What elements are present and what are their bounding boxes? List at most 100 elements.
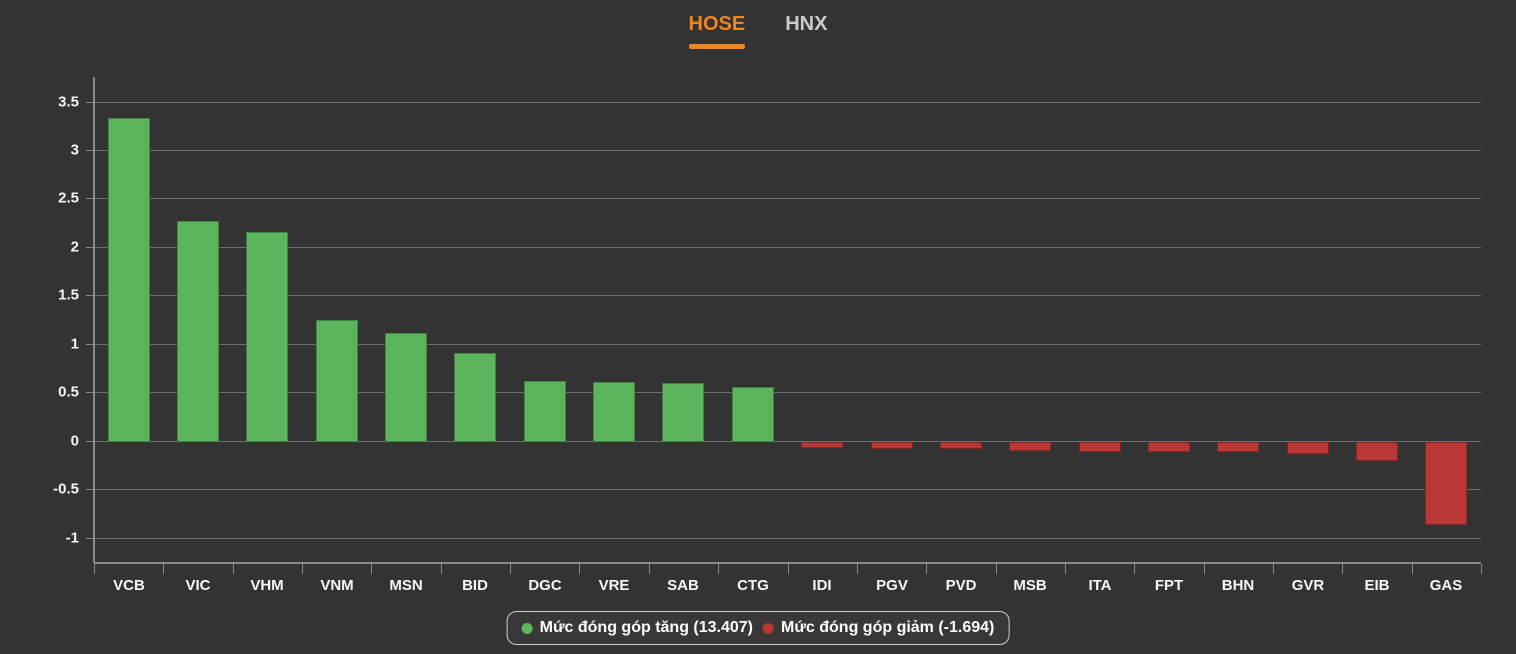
bar-CTG[interactable]	[732, 387, 774, 442]
x-axis-tick	[1273, 564, 1274, 574]
y-axis-tick	[86, 247, 94, 248]
x-axis-tick	[1342, 564, 1343, 574]
bar-FPT[interactable]	[1148, 442, 1190, 452]
y-axis-label: 0	[70, 432, 79, 450]
y-axis-label: -1	[65, 529, 79, 547]
x-axis-tick	[579, 564, 580, 574]
x-axis-tick	[649, 564, 650, 574]
y-gridline-0	[94, 441, 1481, 442]
y-gridline-3	[94, 150, 1481, 151]
bar-VHM[interactable]	[246, 232, 288, 442]
x-label-BID: BID	[462, 577, 488, 594]
x-axis-tick	[441, 564, 442, 574]
x-label-VIC: VIC	[185, 577, 211, 594]
y-gridline-2.5	[94, 198, 1481, 199]
bar-VIC[interactable]	[177, 221, 219, 442]
bar-VCB[interactable]	[108, 118, 150, 442]
y-axis-tick	[86, 344, 94, 345]
x-label-GAS: GAS	[1429, 577, 1463, 594]
y-axis-tick	[86, 489, 94, 490]
bar-MSB[interactable]	[1009, 442, 1051, 451]
x-label-CTG: CTG	[737, 577, 769, 594]
tab-hose[interactable]: HOSE	[669, 12, 766, 49]
y-axis-label: 2	[70, 238, 79, 256]
x-axis-tick	[996, 564, 997, 574]
y-axis-line	[93, 77, 95, 563]
y-axis-tick	[86, 150, 94, 151]
x-axis-tick	[1134, 564, 1135, 574]
x-label-VRE: VRE	[598, 577, 630, 594]
x-label-VCB: VCB	[113, 577, 145, 594]
bar-ITA[interactable]	[1079, 442, 1121, 452]
y-axis-label: 0.5	[58, 383, 79, 401]
y-gridline--0.5	[94, 489, 1481, 490]
x-axis-tick	[1481, 564, 1482, 574]
y-gridline-3.5	[94, 102, 1481, 103]
y-axis-tick	[86, 295, 94, 296]
x-label-SAB: SAB	[667, 577, 699, 594]
y-axis-tick	[86, 441, 94, 442]
y-axis-label: -0.5	[53, 480, 79, 498]
x-axis-tick	[1065, 564, 1066, 574]
y-axis-label: 2.5	[58, 189, 79, 207]
bar-PVD[interactable]	[940, 442, 982, 449]
x-label-BHN: BHN	[1221, 577, 1255, 594]
x-axis-tick	[233, 564, 234, 574]
y-axis-tick	[86, 392, 94, 393]
y-gridline-0.5	[94, 392, 1481, 393]
tab-hnx[interactable]: HNX	[765, 12, 847, 49]
bar-PGV[interactable]	[871, 442, 913, 449]
x-axis-tick	[788, 564, 789, 574]
bar-GAS[interactable]	[1425, 442, 1467, 525]
y-gridline--1	[94, 538, 1481, 539]
x-label-ITA: ITA	[1088, 577, 1112, 594]
x-label-VNM: VNM	[320, 577, 354, 594]
bar-VRE[interactable]	[593, 382, 635, 442]
y-gridline-1.5	[94, 295, 1481, 296]
chart-legend: Mức đóng góp tăng (13.407) Mức đóng góp …	[506, 611, 1010, 645]
x-axis-tick	[1204, 564, 1205, 574]
x-label-VHM: VHM	[250, 577, 284, 594]
y-axis-label: 3.5	[58, 93, 79, 111]
x-axis-line	[94, 562, 1481, 564]
y-axis-label: 1	[70, 335, 79, 353]
x-label-DGC: DGC	[528, 577, 562, 594]
x-label-PVD: PVD	[945, 577, 977, 594]
y-axis-label: 1.5	[58, 286, 79, 304]
bar-EIB[interactable]	[1356, 442, 1398, 461]
x-axis-tick	[857, 564, 858, 574]
tab-hnx-label: HNX	[785, 13, 828, 35]
bar-BHN[interactable]	[1217, 442, 1259, 452]
x-axis-tick	[163, 564, 164, 574]
x-label-FPT: FPT	[1154, 577, 1184, 594]
y-axis-tick	[86, 198, 94, 199]
exchange-tabs: HOSE HNX	[0, 12, 1516, 49]
legend-item-increase: Mức đóng góp tăng (13.407)	[521, 619, 753, 637]
bar-BID[interactable]	[454, 353, 496, 442]
x-label-GVR: GVR	[1291, 577, 1325, 594]
tab-hose-label: HOSE	[688, 13, 746, 35]
y-axis-tick	[86, 102, 94, 103]
increase-dot-icon	[521, 622, 533, 634]
bar-MSN[interactable]	[385, 333, 427, 442]
x-axis-tick	[371, 564, 372, 574]
y-gridline-1	[94, 344, 1481, 345]
bar-VNM[interactable]	[316, 320, 358, 442]
bar-SAB[interactable]	[662, 383, 704, 442]
active-tab-indicator	[688, 44, 746, 49]
legend-increase-label: Mức đóng góp tăng (13.407)	[539, 619, 753, 636]
x-axis-tick	[302, 564, 303, 574]
x-label-MSN: MSN	[389, 577, 423, 594]
bar-DGC[interactable]	[524, 381, 566, 442]
contribution-bar-chart: 3.5 3 2.5 2 1.5 1 0.5 0 -0.5 -1 VCB VIC VHM VNM MSN BID…	[53, 77, 1482, 594]
x-label-MSB: MSB	[1013, 577, 1047, 594]
x-axis-tick	[510, 564, 511, 574]
x-label-PGV: PGV	[876, 577, 908, 594]
bar-IDI[interactable]	[801, 442, 843, 448]
x-label-EIB: EIB	[1364, 577, 1390, 594]
legend-item-decrease: Mức đóng góp giảm (-1.694)	[763, 619, 994, 637]
bar-GVR[interactable]	[1287, 442, 1329, 454]
x-axis-tick	[926, 564, 927, 574]
legend-decrease-label: Mức đóng góp giảm (-1.694)	[781, 619, 995, 636]
